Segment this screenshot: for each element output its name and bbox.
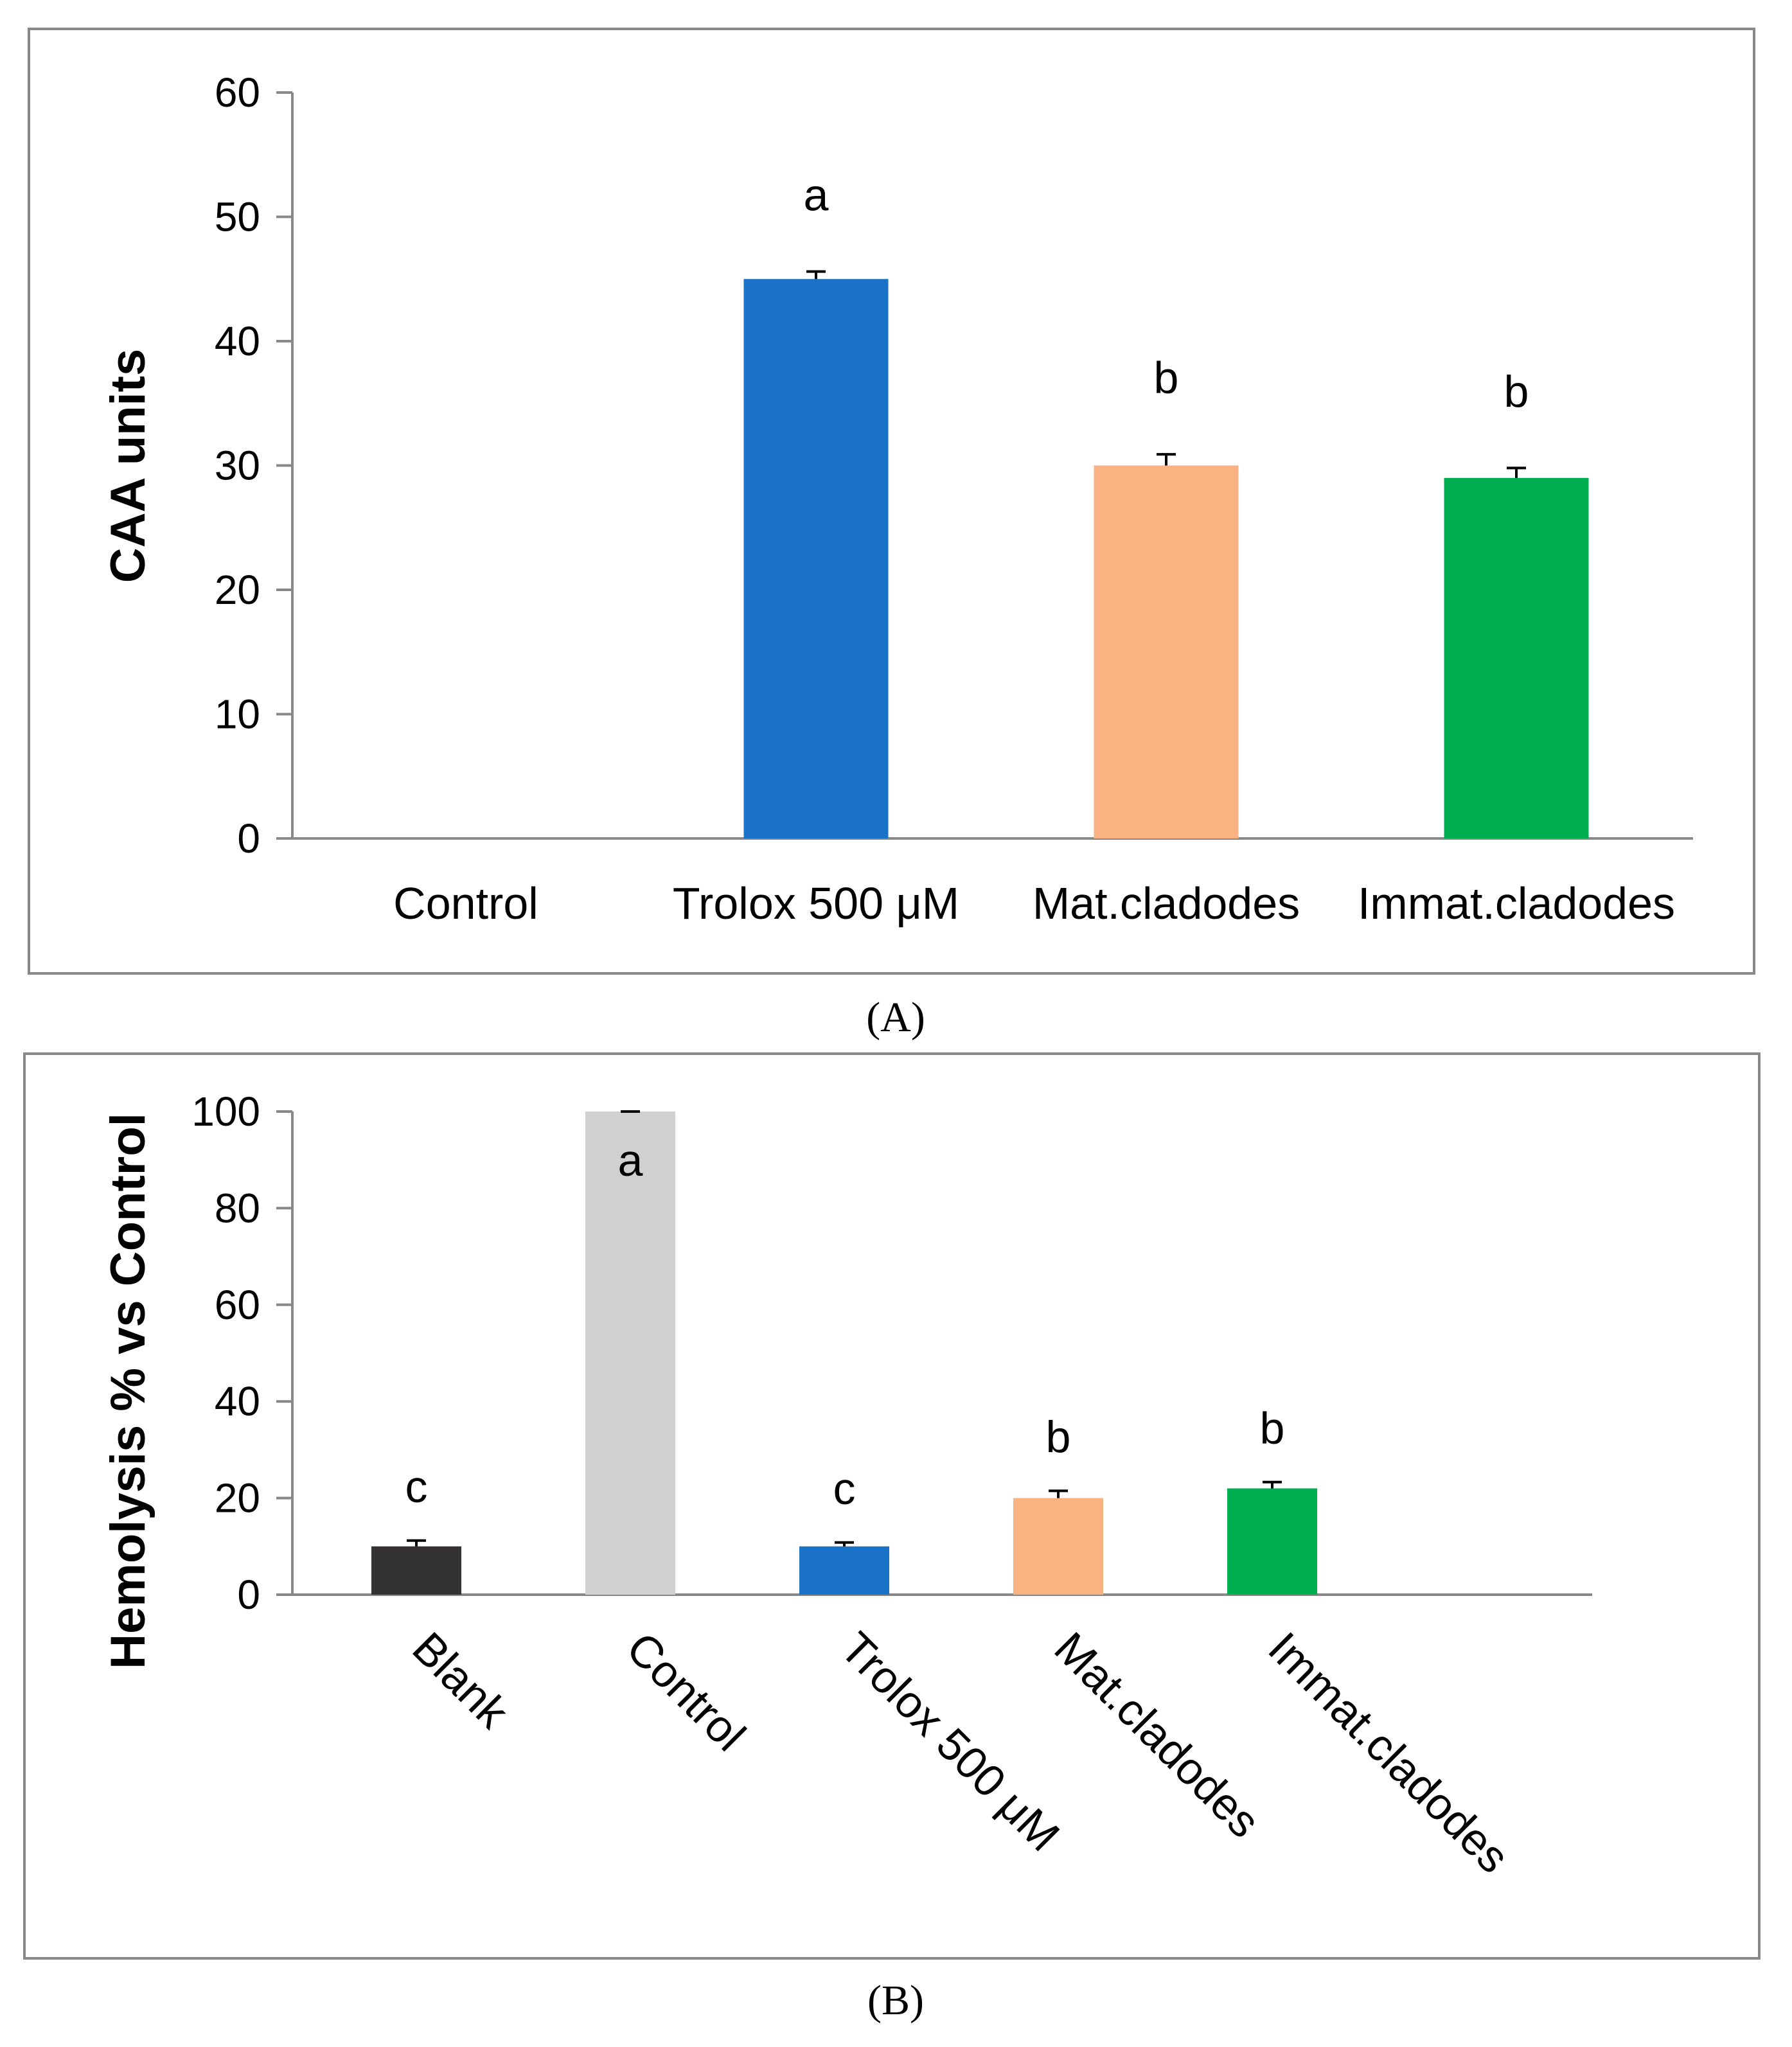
y-tick-label: 30 bbox=[215, 443, 260, 489]
y-tick-label: 0 bbox=[237, 815, 260, 862]
significance-label: a bbox=[618, 1135, 643, 1185]
bar bbox=[1094, 465, 1239, 838]
significance-label: a bbox=[804, 170, 829, 220]
y-tick-label: 0 bbox=[237, 1572, 260, 1618]
y-tick-label: 20 bbox=[215, 567, 260, 613]
bar bbox=[371, 1546, 461, 1595]
chart-b-frame bbox=[23, 1052, 1761, 1960]
significance-label: b bbox=[1260, 1403, 1285, 1453]
bar bbox=[743, 279, 889, 838]
bar bbox=[1444, 477, 1589, 838]
significance-label: b bbox=[1046, 1412, 1071, 1462]
category-label: Mat.cladodes bbox=[1033, 878, 1300, 928]
panel-b-label: (B) bbox=[867, 1977, 924, 2024]
y-tick-label: 80 bbox=[215, 1185, 260, 1231]
y-tick-label: 100 bbox=[191, 1088, 260, 1135]
significance-label: b bbox=[1154, 353, 1179, 403]
y-tick-label: 60 bbox=[215, 69, 260, 116]
y-tick-label: 40 bbox=[215, 318, 260, 364]
y-tick-label: 10 bbox=[215, 691, 260, 738]
chart-a: 0 10 20 30 40 50 60 a b b Control Trolox 500 μM Ma… bbox=[28, 28, 1755, 975]
bar bbox=[1227, 1488, 1317, 1595]
significance-label: c bbox=[405, 1462, 428, 1512]
y-tick-label: 40 bbox=[215, 1378, 260, 1424]
significance-label: b bbox=[1504, 366, 1529, 416]
chart-a-y-label: CAA units bbox=[101, 349, 155, 583]
bar bbox=[799, 1546, 889, 1595]
category-label: Control bbox=[393, 878, 538, 928]
chart-b-y-label: Hemolysis % vs Control bbox=[101, 1113, 155, 1669]
category-label: Trolox 500 μM bbox=[673, 878, 959, 928]
category-label: Immat.cladodes bbox=[1358, 878, 1675, 928]
y-tick-label: 20 bbox=[215, 1475, 260, 1521]
panel-a-label: (A) bbox=[866, 994, 925, 1041]
y-tick-label: 50 bbox=[215, 194, 260, 240]
y-tick-label: 60 bbox=[215, 1282, 260, 1328]
bar bbox=[585, 1112, 675, 1595]
significance-label: c bbox=[833, 1464, 856, 1514]
bar bbox=[1013, 1498, 1103, 1595]
